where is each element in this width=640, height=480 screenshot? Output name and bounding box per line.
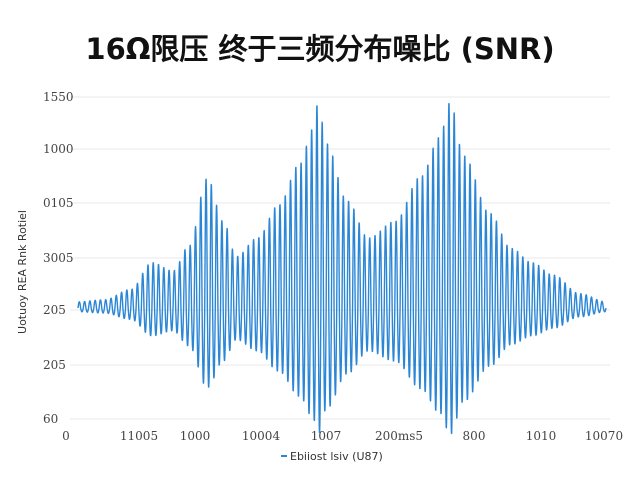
y-tick-label: 1000 — [43, 142, 74, 156]
x-tick-label: 1000 — [180, 429, 211, 443]
y-axis-ticks: 1550 1000 0105 3005 205 205 60 — [43, 90, 74, 426]
y-axis-label: Uotuoy REA Rnk Rotiel — [16, 210, 29, 334]
x-tick-label: 11005 — [120, 429, 158, 443]
legend: Ebiiost lsiv (U87) — [281, 450, 383, 463]
x-tick-label: 200ms5 — [375, 429, 423, 443]
y-tick-label: 1550 — [43, 90, 74, 104]
x-tick-label: 0 — [62, 429, 70, 443]
x-axis-ticks: 0 11005 1000 10004 1007 200ms5 800 1010 10070 — [62, 429, 623, 443]
x-tick-label: 1010 — [526, 429, 557, 443]
chart-title: 16Ω限压 终于三频分布噪比 (SNR) — [85, 32, 555, 66]
x-tick-label: 800 — [463, 429, 486, 443]
y-tick-label: 0105 — [43, 196, 74, 210]
x-tick-label: 1007 — [311, 429, 342, 443]
y-tick-label: 60 — [43, 412, 58, 426]
x-tick-label: 10004 — [242, 429, 281, 443]
x-tick-label: 10070 — [585, 429, 623, 443]
y-tick-label: 205 — [43, 303, 66, 317]
y-tick-label: 3005 — [43, 251, 74, 265]
y-tick-label: 205 — [43, 358, 66, 372]
legend-label: Ebiiost lsiv (U87) — [290, 450, 383, 463]
series-line-signal — [77, 102, 607, 435]
